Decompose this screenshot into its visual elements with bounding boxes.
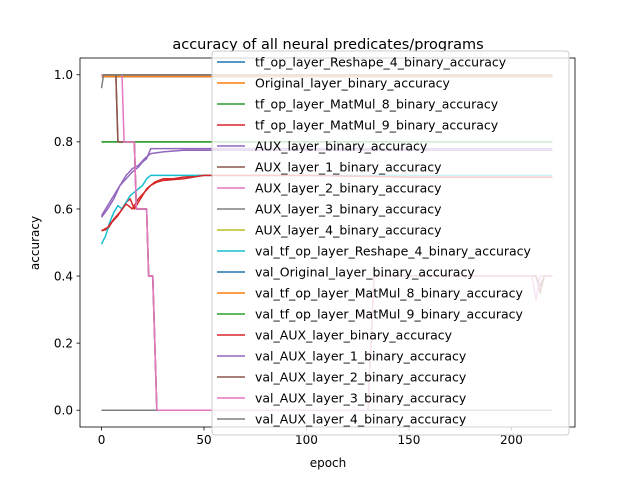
legend-entry: AUX_layer_2_binary_accuracy xyxy=(255,181,442,196)
x-axis-label: epoch xyxy=(310,456,347,470)
legend-entry: Original_layer_binary_accuracy xyxy=(255,76,451,91)
legend-entry: AUX_layer_binary_accuracy xyxy=(255,139,428,154)
y-tick-label: 0.8 xyxy=(54,135,73,149)
x-tick-label: 100 xyxy=(295,433,318,447)
legend-entry: val_tf_op_layer_MatMul_8_binary_accuracy xyxy=(255,286,524,301)
legend-entry: val_AUX_layer_1_binary_accuracy xyxy=(255,349,467,364)
axis-ticks: 0 50 100 150 200 0.0 0.2 0.4 0.6 0.8 1.0 xyxy=(54,68,523,447)
legend-entry: val_AUX_layer_binary_accuracy xyxy=(255,328,453,343)
x-tick-label: 0 xyxy=(98,433,106,447)
legend-entry: tf_op_layer_MatMul_8_binary_accuracy xyxy=(255,97,499,112)
legend-entry: AUX_layer_4_binary_accuracy xyxy=(255,223,442,238)
legend-box xyxy=(211,50,570,436)
x-tick-label: 200 xyxy=(500,433,523,447)
y-tick-label: 0.0 xyxy=(54,404,73,418)
y-axis-label: accuracy xyxy=(28,216,42,270)
y-tick-label: 0.2 xyxy=(54,336,73,350)
y-tick-label: 1.0 xyxy=(54,68,73,82)
legend-entry: val_tf_op_layer_MatMul_9_binary_accuracy xyxy=(255,307,524,322)
legend-entry: val_AUX_layer_4_binary_accuracy xyxy=(255,412,467,427)
legend-entry: val_tf_op_layer_Reshape_4_binary_accurac… xyxy=(255,244,532,259)
legend-entry: AUX_layer_3_binary_accuracy xyxy=(255,202,442,217)
y-tick-label: 0.6 xyxy=(54,202,73,216)
legend-entry: tf_op_layer_Reshape_4_binary_accuracy xyxy=(255,55,507,70)
legend: tf_op_layer_Reshape_4_binary_accuracy Ori… xyxy=(211,50,570,436)
legend-entry: AUX_layer_1_binary_accuracy xyxy=(255,160,442,175)
legend-entry: val_Original_layer_binary_accuracy xyxy=(255,265,475,280)
legend-entry: val_AUX_layer_2_binary_accuracy xyxy=(255,370,467,385)
y-tick-label: 0.4 xyxy=(54,269,73,283)
x-tick-label: 150 xyxy=(398,433,421,447)
legend-entry: tf_op_layer_MatMul_9_binary_accuracy xyxy=(255,118,499,133)
chart-title: accuracy of all neural predicates/progra… xyxy=(172,37,483,53)
legend-entry: val_AUX_layer_3_binary_accuracy xyxy=(255,391,467,406)
x-tick-label: 50 xyxy=(196,433,211,447)
